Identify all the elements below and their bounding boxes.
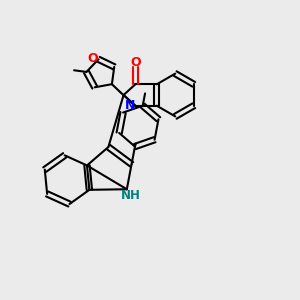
Text: O: O xyxy=(130,56,141,69)
Text: O: O xyxy=(87,52,98,65)
Text: NH: NH xyxy=(120,189,140,202)
Text: N: N xyxy=(125,99,136,112)
